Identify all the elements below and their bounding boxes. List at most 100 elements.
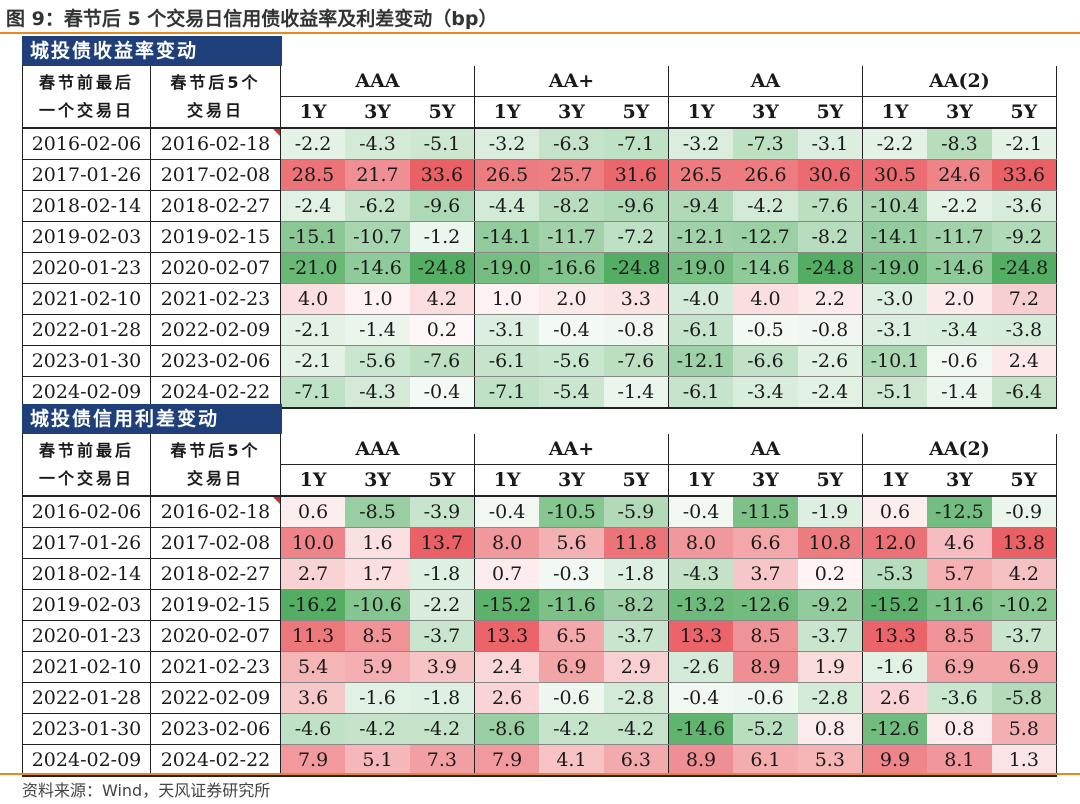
- date-after-header-line: 春节后5个: [170, 72, 261, 92]
- value-cell: -11.6: [927, 589, 992, 621]
- value-cell: -1.8: [603, 558, 669, 590]
- value-cell: -5.1: [409, 128, 475, 160]
- value-cell: -0.9: [991, 496, 1057, 528]
- value-cell: 2.6: [861, 682, 928, 714]
- value-cell: -0.6: [539, 682, 604, 714]
- table-row: 2024-02-09 2024-02-22 -7.1 -4.3 -0.4 -7.1 -5.4…: [22, 376, 1057, 409]
- value-cell: 0.7: [473, 558, 540, 590]
- tenor-header: 3Y: [345, 464, 410, 497]
- value-cell: -3.6: [927, 682, 992, 714]
- date-after-header: 春节后5个 交易日: [150, 66, 281, 129]
- value-cell: -3.9: [409, 496, 475, 528]
- date-after-header-line: 交易日: [186, 468, 244, 488]
- value-cell: 6.3: [603, 744, 669, 777]
- value-cell: -5.8: [991, 682, 1057, 714]
- section-title: 城投债收益率变动: [22, 36, 282, 66]
- source-note: 资料来源：Wind，天风证券研究所: [22, 781, 271, 800]
- value-cell: -4.3: [345, 128, 410, 160]
- value-cell: 1.0: [345, 283, 410, 315]
- date-after-cell: 2016-02-18: [150, 128, 281, 160]
- table-row: 2020-01-23 2020-02-07 -21.0 -14.6 -24.8 -19.0…: [22, 252, 1057, 284]
- tenor-header: 5Y: [991, 464, 1057, 497]
- date-before-header-line: 一个交易日: [38, 100, 134, 120]
- value-cell: -15.2: [473, 589, 540, 621]
- value-cell: -3.4: [733, 376, 798, 409]
- table-row: 2018-02-14 2018-02-27 2.7 1.7 -1.8 0.7 -0.3 -1.…: [22, 558, 1057, 590]
- value-cell: -5.4: [539, 376, 604, 409]
- value-cell: 5.9: [345, 651, 410, 683]
- date-before-cell: 2017-01-26: [22, 527, 151, 559]
- value-cell: -7.1: [603, 128, 669, 160]
- date-before-header-line: 春节前最后: [38, 440, 134, 460]
- table-row: 2017-01-26 2017-02-08 10.0 1.6 13.7 8.0 5.6 11.…: [22, 527, 1057, 559]
- value-cell: 1.6: [345, 527, 410, 559]
- table-row: 2017-01-26 2017-02-08 28.5 21.7 33.6 26.5 25.7…: [22, 159, 1057, 191]
- value-cell: -14.6: [927, 252, 992, 284]
- value-cell: -19.0: [861, 252, 928, 284]
- value-cell: 6.9: [991, 651, 1057, 683]
- value-cell: -15.1: [280, 221, 346, 253]
- value-cell: -3.7: [991, 620, 1057, 652]
- date-after-cell: 2018-02-27: [150, 190, 281, 222]
- value-cell: 21.7: [345, 159, 410, 191]
- value-cell: -4.2: [409, 713, 475, 745]
- date-before-cell: 2020-01-23: [22, 252, 151, 284]
- date-before-cell: 2017-01-26: [22, 159, 151, 191]
- value-cell: 8.9: [733, 651, 798, 683]
- date-after-cell: 2023-02-06: [150, 345, 281, 377]
- value-cell: 3.7: [733, 558, 798, 590]
- value-cell: 5.3: [797, 744, 863, 777]
- value-cell: 8.5: [927, 620, 992, 652]
- value-cell: -2.6: [797, 345, 863, 377]
- value-cell: -0.8: [797, 314, 863, 346]
- value-cell: -10.4: [861, 190, 928, 222]
- date-after-cell: 2017-02-08: [150, 527, 281, 559]
- value-cell: -24.8: [409, 252, 475, 284]
- value-cell: -2.6: [667, 651, 734, 683]
- value-cell: -7.2: [603, 221, 669, 253]
- value-cell: -5.6: [345, 345, 410, 377]
- value-cell: -1.2: [409, 221, 475, 253]
- value-cell: -1.6: [345, 682, 410, 714]
- date-after-cell: 2021-02-23: [150, 283, 281, 315]
- table-row: 2023-01-30 2023-02-06 -4.6 -4.2 -4.2 -8.6 -4.2…: [22, 713, 1057, 745]
- value-cell: -4.3: [345, 376, 410, 409]
- value-cell: 9.9: [861, 744, 928, 777]
- value-cell: -10.1: [861, 345, 928, 377]
- value-cell: -2.2: [861, 128, 928, 160]
- value-cell: 3.6: [280, 682, 346, 714]
- value-cell: -3.8: [991, 314, 1057, 346]
- value-cell: 5.1: [345, 744, 410, 777]
- yield-change-table: 春节前最后 一个交易日 春节后5个 交易日 AAA AA+ AA AA(2) 1Y 3Y 5Y 1Y 3…: [22, 66, 1057, 409]
- date-before-cell: 2020-01-23: [22, 620, 151, 652]
- value-cell: -3.0: [861, 283, 928, 315]
- table-row: 2018-02-14 2018-02-27 -2.4 -6.2 -9.6 -4.4 -8.2…: [22, 190, 1057, 222]
- value-cell: -11.6: [539, 589, 604, 621]
- tenor-header: 5Y: [603, 464, 669, 497]
- value-cell: -24.8: [797, 252, 863, 284]
- value-cell: -4.2: [539, 713, 604, 745]
- value-cell: -9.2: [797, 589, 863, 621]
- date-after-cell: 2022-02-09: [150, 682, 281, 714]
- value-cell: 2.7: [280, 558, 346, 590]
- value-cell: -8.6: [473, 713, 540, 745]
- tenor-header: 5Y: [409, 96, 475, 129]
- tenor-header: 3Y: [539, 96, 604, 129]
- value-cell: -7.6: [603, 345, 669, 377]
- tenor-header: 3Y: [539, 464, 604, 497]
- value-cell: 0.8: [797, 713, 863, 745]
- value-cell: 2.4: [991, 345, 1057, 377]
- value-cell: 6.6: [733, 527, 798, 559]
- spread-change-table: 春节前最后 一个交易日 春节后5个 交易日 AAA AA+ AA AA(2) 1Y 3Y 5Y 1Y 3…: [22, 434, 1057, 777]
- value-cell: 2.0: [927, 283, 992, 315]
- tenor-header: 3Y: [733, 464, 798, 497]
- date-after-cell: 2019-02-15: [150, 589, 281, 621]
- value-cell: -2.2: [409, 589, 475, 621]
- value-cell: -9.2: [991, 221, 1057, 253]
- value-cell: 5.4: [280, 651, 346, 683]
- value-cell: -0.6: [733, 682, 798, 714]
- figure-title: 图 9：春节后 5 个交易日信用债收益率及利差变动（bp）: [6, 8, 498, 30]
- value-cell: 1.3: [991, 744, 1057, 777]
- value-cell: -16.6: [539, 252, 604, 284]
- value-cell: 11.3: [280, 620, 346, 652]
